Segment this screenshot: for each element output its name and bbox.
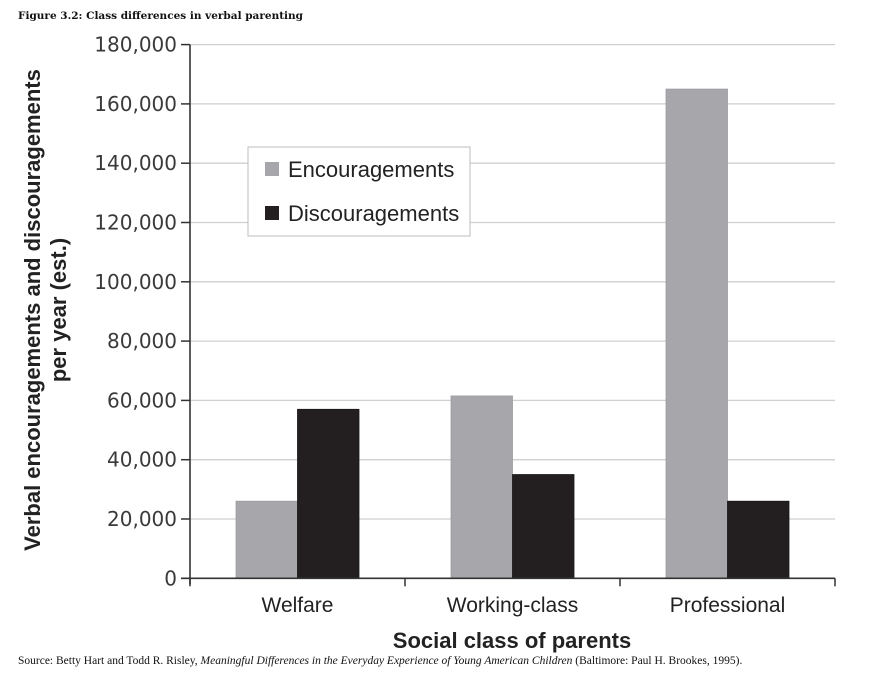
legend: Encouragements Discouragements [247, 146, 471, 237]
bar-encouragements-welfare [235, 500, 298, 579]
y-tick-label: 120,000 [94, 211, 177, 235]
y-axis-title-line-2: per year (est.) [46, 238, 71, 382]
legend-box [247, 146, 471, 237]
legend-label-encouragements: Encouragements [288, 157, 454, 182]
y-tick-label: 0 [164, 566, 177, 590]
source-prefix: Source: Betty Hart and Todd R. Risley, [18, 655, 201, 667]
y-tick-label: 60,000 [107, 388, 177, 412]
x-axis-title: Social class of parents [393, 628, 631, 653]
legend-swatch-encouragements [265, 162, 279, 176]
y-tick-label: 80,000 [107, 329, 177, 353]
bars [235, 88, 790, 579]
bar-discouragements-professional [727, 500, 790, 579]
legend-swatch-discouragements [265, 206, 279, 220]
source-book-title: Meaningful Differences in the Everyday E… [200, 655, 573, 667]
x-category-labels: Welfare Working-class Professional [262, 594, 786, 617]
source-citation: Source: Betty Hart and Todd R. Risley, M… [18, 655, 742, 667]
bar-discouragements-welfare [297, 408, 360, 579]
y-tick-labels: 0 20,000 40,000 60,000 80,000 100,000 120,000 1… [94, 33, 177, 591]
figure-title: Figure 3.2: Class differences in verbal … [18, 10, 304, 22]
y-tick-label: 40,000 [107, 448, 177, 472]
bar-encouragements-professional [665, 88, 728, 579]
y-tick-label: 100,000 [94, 270, 177, 294]
axes [181, 43, 836, 587]
y-tick-label: 140,000 [94, 151, 177, 175]
y-tick-label: 160,000 [94, 92, 177, 116]
y-axis-title-line-1: Verbal encouragements and discouragement… [20, 69, 45, 551]
source-suffix: (Baltimore: Paul H. Brookes, 1995). [572, 655, 743, 667]
bar-encouragements-working-class [450, 395, 513, 579]
bar-discouragements-working-class [512, 474, 575, 579]
y-axis-title: Verbal encouragements and discouragement… [20, 69, 71, 551]
y-tick-label: 20,000 [107, 507, 177, 531]
x-category-label: Professional [670, 594, 786, 617]
x-category-label: Welfare [262, 594, 334, 617]
x-category-label: Working-class [447, 594, 578, 617]
y-tick-label: 180,000 [94, 33, 177, 57]
legend-label-discouragements: Discouragements [288, 201, 459, 226]
